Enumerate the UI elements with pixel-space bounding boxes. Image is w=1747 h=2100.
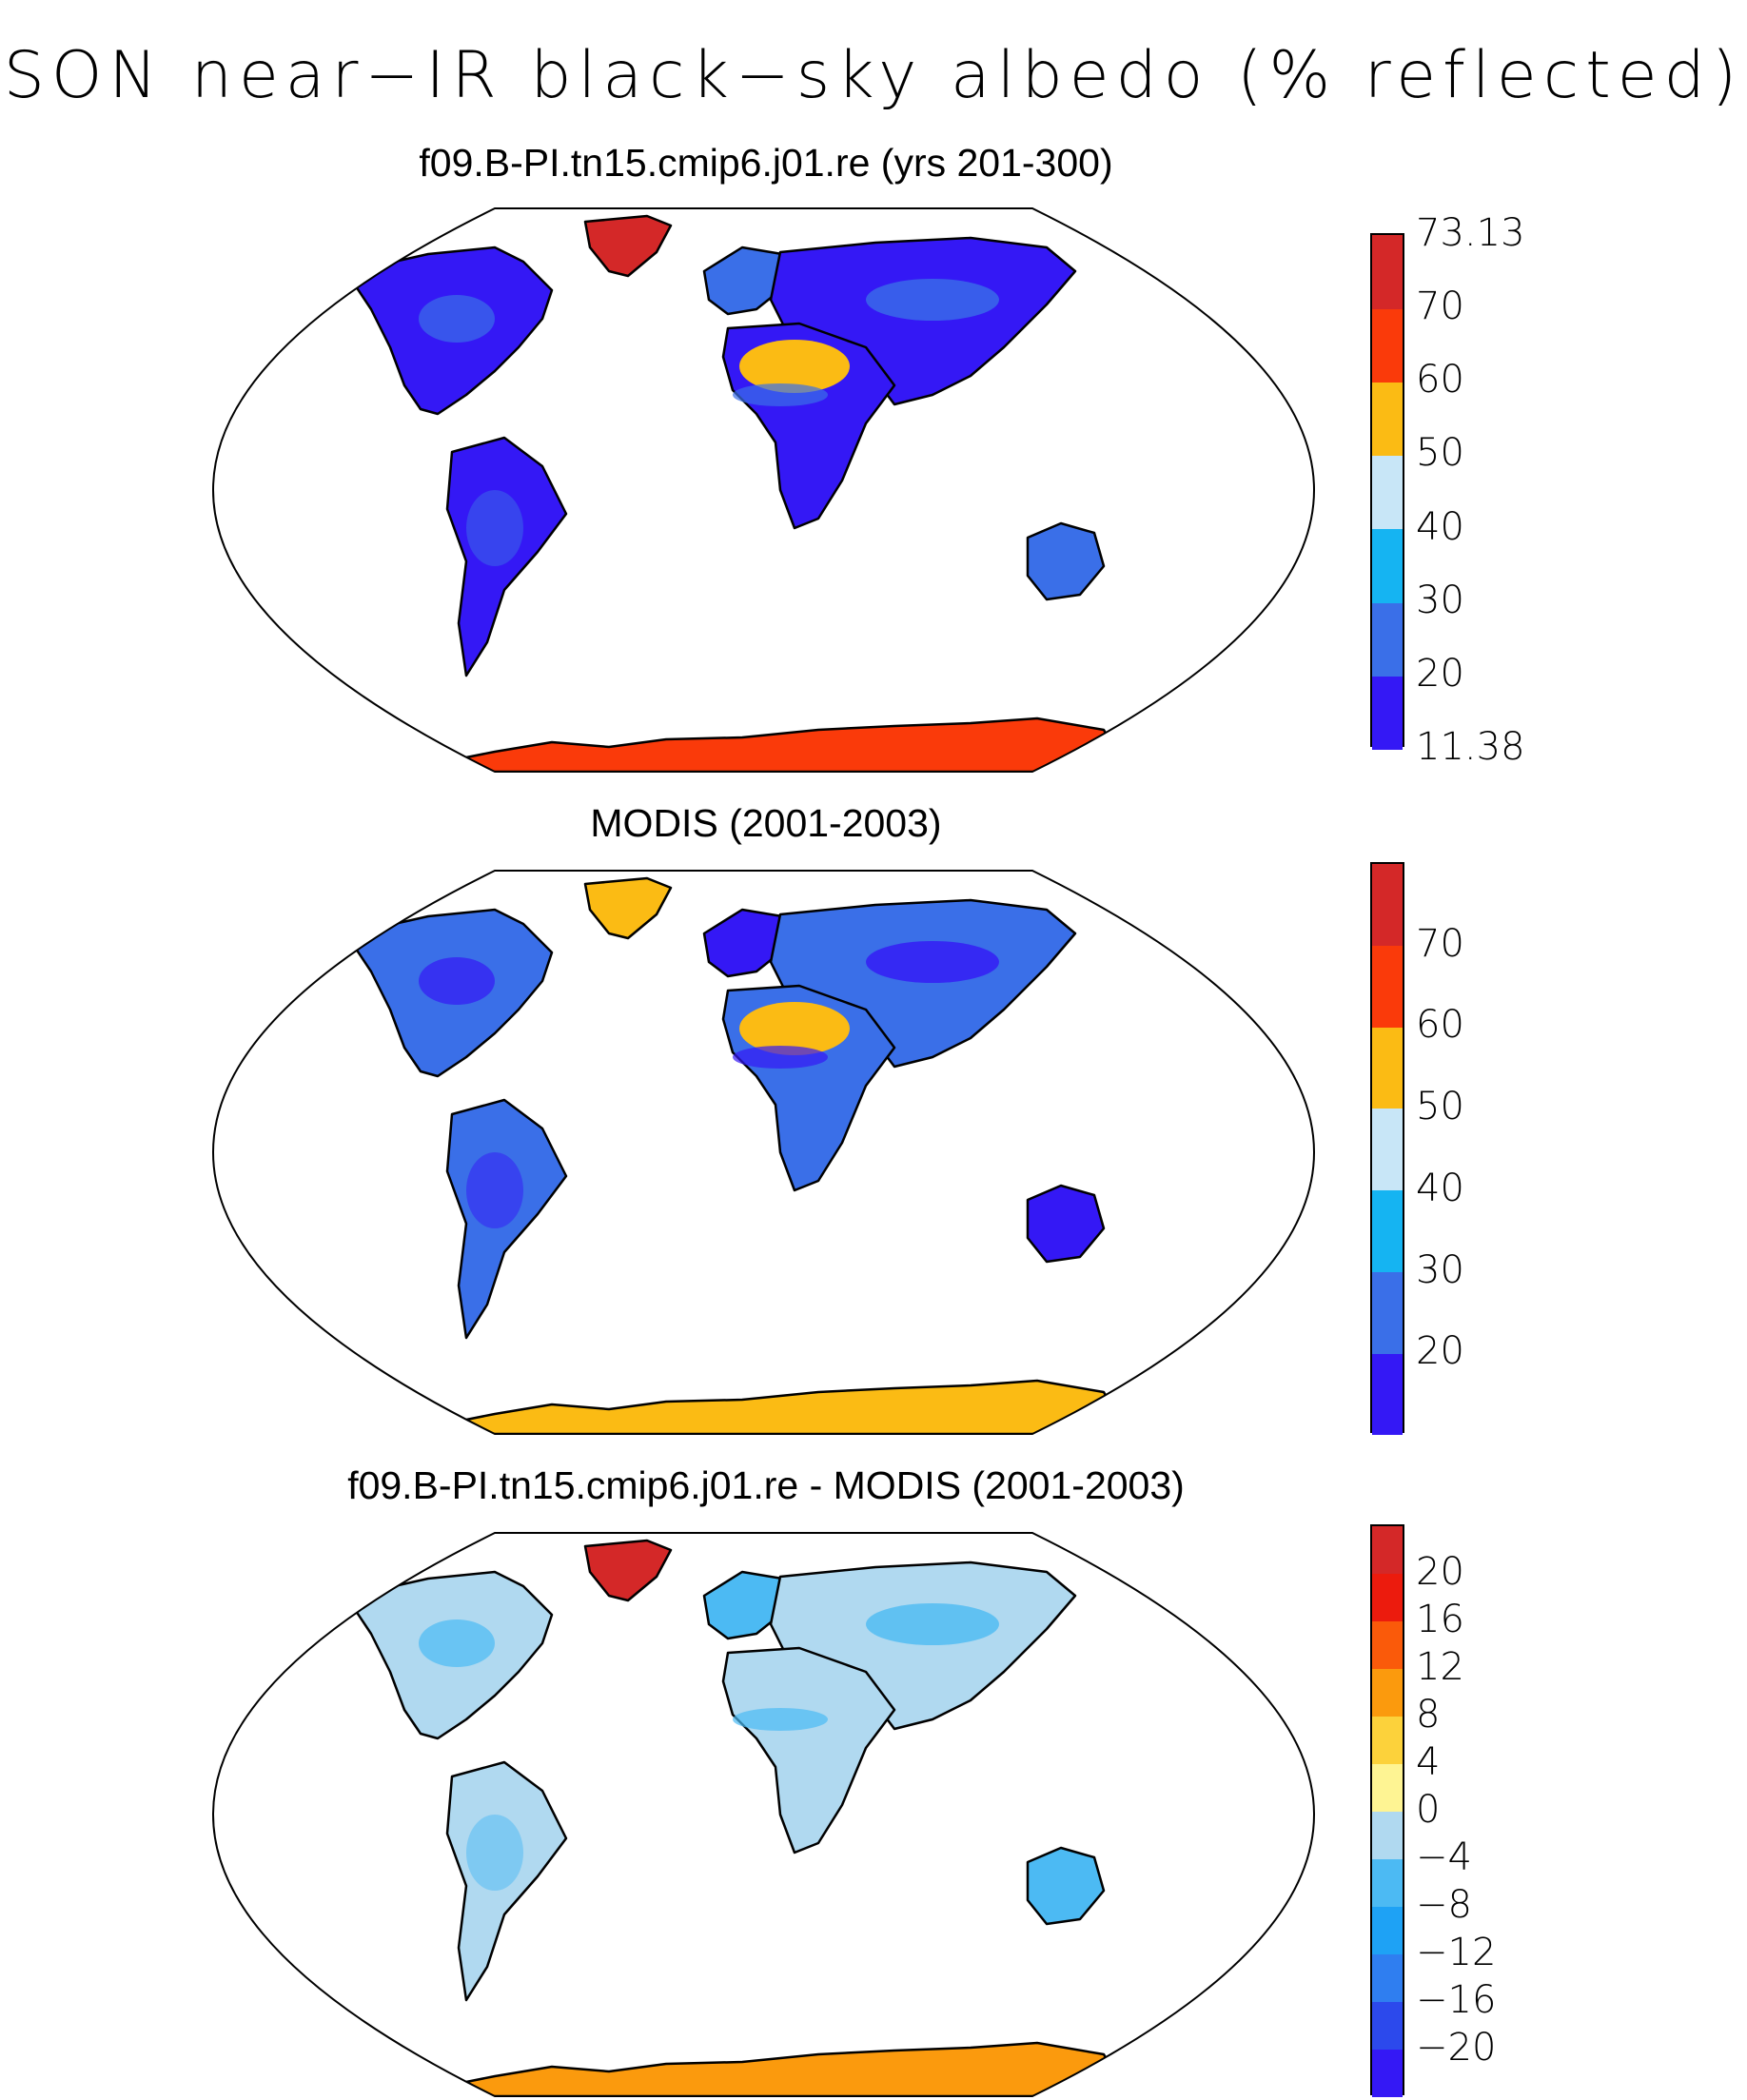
- colorbar-segment: [1372, 601, 1403, 677]
- colorbar-segment: [1372, 308, 1403, 383]
- colorbar-segment: [1372, 1954, 1403, 2002]
- figure-title: SON near−IR black−sky albedo (% reflecte…: [3, 38, 1744, 113]
- colorbar-label: −20: [1416, 2026, 1497, 2070]
- colorbar-label: 73.13: [1416, 211, 1525, 255]
- colorbar-label: 60: [1416, 1003, 1464, 1048]
- colorbar-segment: [1372, 1526, 1403, 1574]
- colorbar-label: 50: [1416, 1085, 1464, 1129]
- map-frame: [211, 870, 1316, 1435]
- namerica-variation: [419, 295, 495, 343]
- map-frame: [211, 207, 1316, 773]
- map-frame: [211, 1532, 1316, 2097]
- colorbar-segment: [1372, 2002, 1403, 2050]
- colorbar-label: 12: [1416, 1645, 1464, 1689]
- colorbar-label: 8: [1416, 1693, 1441, 1737]
- colorbar-label: −16: [1416, 1978, 1497, 2022]
- australia-landmass: [1026, 1846, 1106, 1926]
- sahara-region: [739, 340, 850, 393]
- colorbar-segment: [1372, 1109, 1403, 1191]
- colorbar-segment: [1372, 2050, 1403, 2097]
- colorbar-segment: [1372, 1717, 1403, 1764]
- colorbar-diff: −20 −16 −12 −8 −4 0 4 8 12 16 20: [1370, 1524, 1561, 2097]
- map-land-layer: [350, 876, 1115, 1434]
- panel-title-diff: f09.B-PI.tn15.cmip6.j01.re - MODIS (2001…: [347, 1463, 1185, 1507]
- sahel-band: [733, 1046, 828, 1069]
- colorbar-obs: 20 30 40 50 60 70: [1370, 862, 1561, 1436]
- australia-landmass: [1026, 1184, 1106, 1264]
- europe-landmass: [702, 908, 801, 978]
- map-obs: [211, 870, 1316, 1435]
- colorbar-segment: [1372, 945, 1403, 1028]
- colorbar-segment: [1372, 1812, 1403, 1859]
- colorbar-segment: [1372, 1574, 1403, 1621]
- sahel-band: [733, 1708, 828, 1731]
- colorbar-label: 20: [1416, 651, 1464, 696]
- colorbar-segment: [1372, 1907, 1403, 1954]
- colorbar-label: 20: [1416, 1329, 1464, 1374]
- samerica-variation: [466, 1152, 523, 1228]
- colorbar-segment: [1372, 675, 1403, 750]
- sahara-region: [739, 1664, 850, 1717]
- colorbar-segment: [1372, 1859, 1403, 1907]
- antarctica-landmass: [417, 2041, 1115, 2096]
- colorbar-segment: [1372, 1669, 1403, 1717]
- europe-landmass: [702, 245, 801, 316]
- colorbar-label: 70: [1416, 921, 1464, 966]
- sahara-region: [739, 1002, 850, 1055]
- colorbar-label: −8: [1416, 1883, 1472, 1927]
- antarctica-landmass: [417, 716, 1115, 772]
- namerica-variation: [419, 1619, 495, 1667]
- siberia-variation: [866, 1603, 999, 1645]
- colorbar-label: 20: [1416, 1550, 1464, 1594]
- samerica-variation: [466, 1815, 523, 1891]
- siberia-variation: [866, 941, 999, 983]
- colorbar-segment: [1372, 1189, 1403, 1272]
- colorbar-label: 40: [1416, 1166, 1464, 1210]
- colorbar-segment: [1372, 528, 1403, 603]
- map-diff: [211, 1532, 1316, 2097]
- map-land-layer: [350, 214, 1115, 772]
- colorbar-segment: [1372, 382, 1403, 457]
- colorbar-label: 60: [1416, 358, 1464, 402]
- colorbar-box: [1370, 1524, 1404, 2097]
- colorbar-label: 16: [1416, 1598, 1464, 1641]
- europe-landmass: [702, 1570, 801, 1640]
- samerica-variation: [466, 490, 523, 566]
- colorbar-segment: [1372, 235, 1403, 309]
- colorbar-box: [1370, 862, 1404, 1436]
- colorbar-label: 30: [1416, 578, 1464, 622]
- colorbar-label: −4: [1416, 1835, 1472, 1879]
- colorbar-segment: [1372, 1353, 1403, 1436]
- greenland-landmass: [583, 214, 673, 278]
- map-land-layer: [350, 1539, 1115, 2096]
- colorbar-label: 30: [1416, 1247, 1464, 1292]
- colorbar-label: −12: [1416, 1931, 1497, 1974]
- colorbar-label: 11.38: [1416, 725, 1525, 769]
- greenland-landmass: [583, 876, 673, 940]
- colorbar-segment: [1372, 864, 1403, 946]
- colorbar-model: 11.38 20 30 40 50 60 70 73.13: [1370, 214, 1561, 766]
- colorbar-segment: [1372, 1621, 1403, 1669]
- siberia-variation: [866, 279, 999, 321]
- colorbar-segment: [1372, 1271, 1403, 1354]
- colorbar-label: 40: [1416, 504, 1464, 549]
- colorbar-segment: [1372, 1764, 1403, 1812]
- colorbar-box: [1370, 233, 1404, 750]
- map-model: [211, 207, 1316, 773]
- antarctica-landmass: [417, 1379, 1115, 1434]
- colorbar-label: 0: [1416, 1788, 1441, 1832]
- panel-title-obs: MODIS (2001-2003): [590, 801, 942, 845]
- greenland-landmass: [583, 1539, 673, 1602]
- namerica-variation: [419, 957, 495, 1005]
- panel-title-model: f09.B-PI.tn15.cmip6.j01.re (yrs 201-300): [419, 141, 1113, 185]
- colorbar-label: 50: [1416, 431, 1464, 476]
- colorbar-label: 4: [1416, 1740, 1441, 1784]
- colorbar-segment: [1372, 1027, 1403, 1109]
- colorbar-segment: [1372, 455, 1403, 530]
- australia-landmass: [1026, 521, 1106, 601]
- sahel-band: [733, 383, 828, 406]
- colorbar-label: 70: [1416, 285, 1464, 329]
